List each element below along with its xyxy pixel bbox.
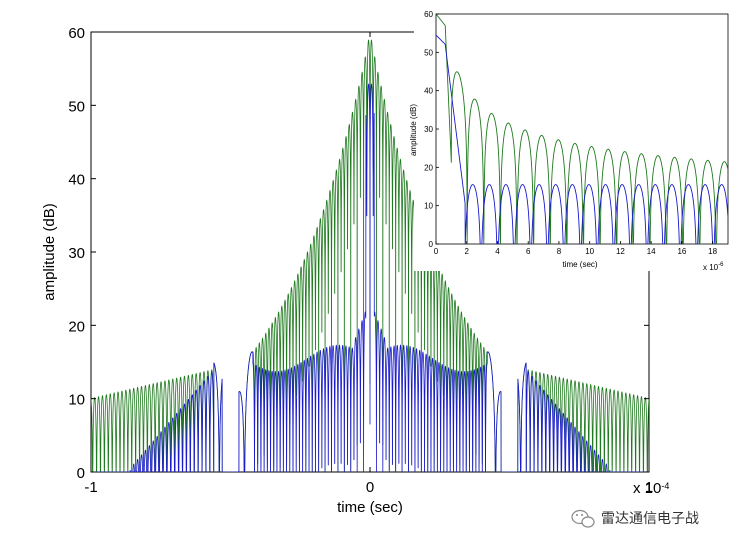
inset-x-tick-label: 14 (647, 247, 656, 256)
main-x-exponent-label: x 10-4 (633, 480, 669, 497)
inset-y-tick-label: 20 (424, 163, 433, 172)
main-series-line-blue (91, 83, 649, 472)
main-y-tick-label: 20 (68, 318, 85, 335)
main-x-tick-label: 1 (645, 479, 653, 496)
inset-y-tick-label: 30 (424, 125, 433, 134)
inset-y-ticks: 0 10 20 30 40 50 60 (424, 10, 439, 249)
main-x-tick-label: 0 (366, 479, 374, 496)
main-y-tick-label: 40 (68, 172, 85, 189)
inset-x-tick-label: 10 (585, 247, 594, 256)
inset-x-tick-label: 18 (708, 247, 717, 256)
main-x-tick-label: -1 (84, 479, 97, 496)
inset-series-line-green (436, 14, 728, 244)
main-y-tick-label: 50 (68, 98, 85, 115)
inset-x-ticks: 0 2 4 6 8 10 12 14 16 18 (434, 241, 718, 256)
main-y-axis-label: amplitude (dB) (41, 203, 58, 301)
inset-x-tick-label: 0 (434, 247, 439, 256)
inset-x-tick-label: 12 (616, 247, 625, 256)
inset-y-tick-label: 40 (424, 87, 433, 96)
inset-y-tick-label: 50 (424, 48, 433, 57)
inset-y-tick-label: 0 (429, 240, 434, 249)
watermark: 雷达通信电子战 (571, 509, 699, 528)
main-x-axis-label: time (sec) (337, 499, 403, 516)
main-y-tick-label: 0 (77, 465, 85, 482)
wechat-icon (571, 509, 595, 528)
main-series-group (91, 39, 649, 472)
inset-plot: 0 10 20 30 40 50 60 0 2 4 6 8 10 12 14 16 18 time (sec)… (409, 6, 736, 272)
inset-x-axis-label: time (sec) (562, 260, 597, 269)
main-y-tick-label: 30 (68, 245, 85, 262)
inset-x-tick-label: 8 (557, 247, 562, 256)
inset-y-tick-label: 60 (424, 10, 433, 19)
inset-series-line-blue (436, 34, 728, 244)
main-y-tick-label: 60 (68, 25, 85, 42)
inset-y-axis-label: amplitude (dB) (409, 104, 418, 156)
inset-x-tick-label: 2 (465, 247, 470, 256)
inset-x-exponent-label: x 10-6 (703, 262, 724, 272)
watermark-text: 雷达通信电子战 (601, 511, 699, 527)
inset-series-group (436, 14, 728, 244)
inset-x-tick-label: 16 (677, 247, 686, 256)
inset-x-tick-label: 6 (526, 247, 531, 256)
main-y-tick-label: 10 (68, 392, 85, 409)
inset-y-tick-label: 10 (424, 202, 433, 211)
inset-x-tick-label: 4 (495, 247, 500, 256)
